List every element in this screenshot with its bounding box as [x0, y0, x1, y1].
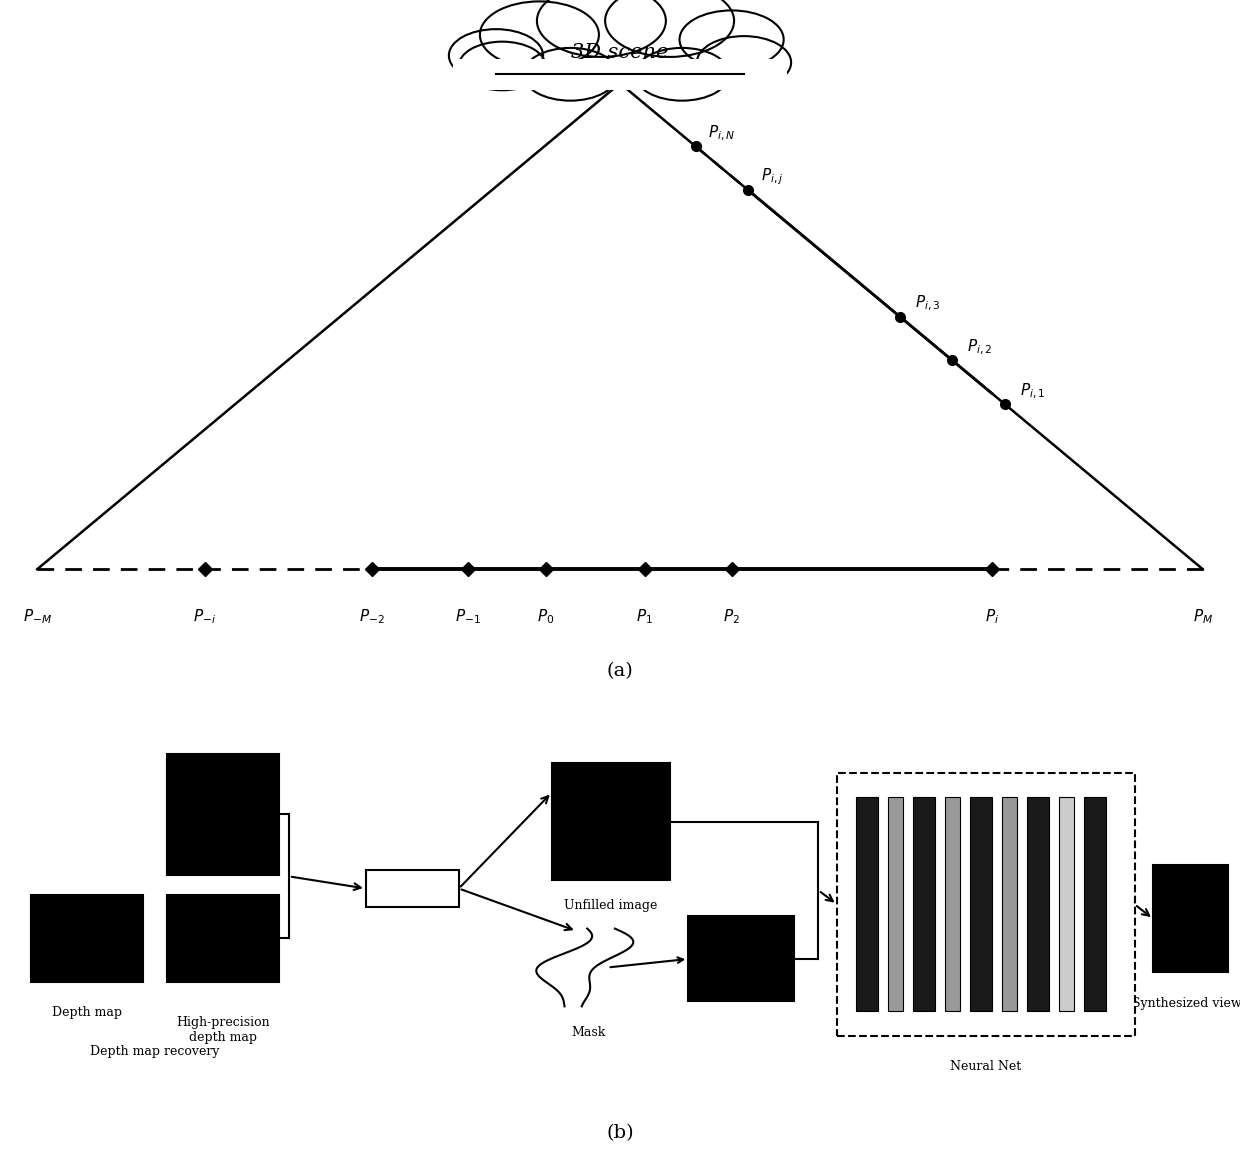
Circle shape — [537, 0, 666, 57]
Text: DIBR: DIBR — [392, 882, 433, 896]
Text: $P_{-2}$: $P_{-2}$ — [360, 607, 384, 626]
FancyBboxPatch shape — [888, 797, 903, 1011]
FancyBboxPatch shape — [1059, 797, 1074, 1011]
Text: $P_{-1}$: $P_{-1}$ — [455, 607, 481, 626]
Text: $P_{i,3}$: $P_{i,3}$ — [915, 294, 940, 314]
Text: (a): (a) — [606, 662, 634, 680]
FancyBboxPatch shape — [1084, 797, 1106, 1011]
Circle shape — [605, 0, 734, 57]
Text: $P_{i,2}$: $P_{i,2}$ — [967, 338, 992, 356]
Text: $P_1$: $P_1$ — [636, 607, 653, 626]
FancyBboxPatch shape — [31, 894, 143, 982]
Text: $P_{i,j}$: $P_{i,j}$ — [760, 167, 784, 186]
FancyBboxPatch shape — [970, 797, 992, 1011]
FancyBboxPatch shape — [366, 870, 459, 907]
Text: $P_{i,1}$: $P_{i,1}$ — [1019, 382, 1045, 400]
Circle shape — [459, 42, 546, 90]
FancyBboxPatch shape — [913, 797, 935, 1011]
Text: Mask: Mask — [572, 1026, 606, 1039]
FancyBboxPatch shape — [1002, 797, 1017, 1011]
Text: High-precision
depth map: High-precision depth map — [176, 1016, 270, 1044]
Text: $P_{i,N}$: $P_{i,N}$ — [708, 124, 735, 143]
Text: $P_{-i}$: $P_{-i}$ — [193, 607, 216, 626]
Text: $P_{-M}$: $P_{-M}$ — [22, 607, 52, 626]
Text: Unfilled image: Unfilled image — [564, 899, 657, 913]
Circle shape — [523, 47, 618, 101]
Text: $P_0$: $P_0$ — [537, 607, 554, 626]
Text: Depth map: Depth map — [52, 1007, 122, 1019]
Text: Neural Net: Neural Net — [950, 1060, 1022, 1073]
FancyBboxPatch shape — [945, 797, 960, 1011]
Circle shape — [449, 29, 543, 82]
Text: $P_M$: $P_M$ — [1193, 607, 1213, 626]
FancyBboxPatch shape — [688, 916, 794, 1002]
FancyBboxPatch shape — [837, 773, 1135, 1036]
Circle shape — [697, 36, 791, 89]
Text: RGB image: RGB image — [187, 894, 259, 907]
Text: $P_i$: $P_i$ — [985, 607, 999, 626]
Text: (b): (b) — [606, 1125, 634, 1142]
FancyBboxPatch shape — [1153, 865, 1228, 972]
Circle shape — [480, 1, 599, 68]
Text: $P_2$: $P_2$ — [723, 607, 740, 626]
FancyBboxPatch shape — [167, 753, 279, 875]
Circle shape — [680, 10, 784, 68]
FancyBboxPatch shape — [167, 894, 279, 982]
Circle shape — [635, 47, 729, 101]
Bar — [453, 59, 787, 90]
Text: Synthesized views: Synthesized views — [1132, 996, 1240, 1010]
Text: Depth map recovery: Depth map recovery — [91, 1045, 219, 1059]
FancyBboxPatch shape — [552, 764, 670, 880]
FancyBboxPatch shape — [856, 797, 878, 1011]
Text: 3D scene: 3D scene — [572, 43, 668, 61]
FancyBboxPatch shape — [1027, 797, 1049, 1011]
